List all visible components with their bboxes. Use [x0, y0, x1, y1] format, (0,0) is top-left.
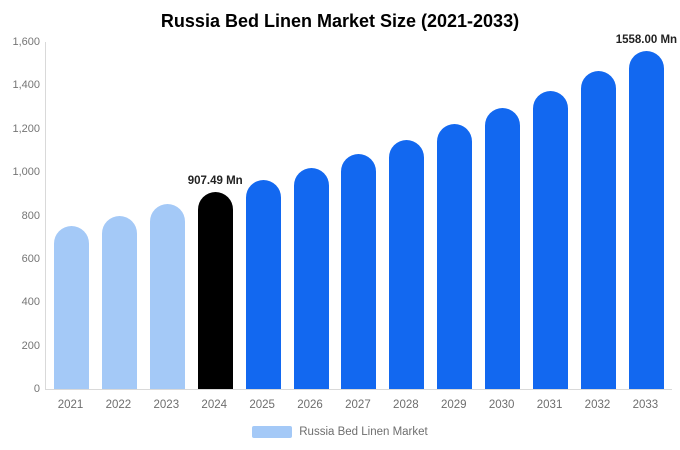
chart-title: Russia Bed Linen Market Size (2021-2033): [160, 11, 520, 31]
bar-2026[interactable]: [293, 167, 329, 389]
x-tick-2028: 2028: [393, 399, 419, 411]
x-tick-2031: 2031: [536, 399, 563, 411]
bar-2027[interactable]: [341, 153, 377, 389]
x-tick-2023: 2023: [153, 399, 180, 411]
x-tick-2026: 2026: [297, 399, 323, 411]
bar-2030[interactable]: [485, 107, 521, 389]
bar-2023[interactable]: [149, 203, 185, 389]
bar-2024[interactable]: 907.49 Mn: [188, 175, 243, 389]
legend-label: Russia Bed Linen Market: [299, 426, 428, 438]
x-tick-2021: 2021: [57, 399, 84, 411]
legend[interactable]: Russia Bed Linen Market: [0, 426, 680, 438]
bar-2022[interactable]: [101, 215, 137, 389]
y-tick-1000: 1,000: [12, 166, 40, 179]
bar-2025[interactable]: [245, 180, 281, 389]
y-tick-800: 800: [21, 209, 40, 222]
bar-2031[interactable]: [533, 90, 569, 389]
y-tick-1600: 1,600: [12, 36, 40, 48]
data-label-2024: 907.49 Mn: [187, 175, 243, 188]
bar-2032[interactable]: [580, 71, 616, 389]
x-axis: 2021 2022 2023 2024 2025 2026 2027 2028 2029 2030…: [45, 399, 671, 411]
bar-2021[interactable]: [54, 226, 89, 389]
x-tick-2029: 2029: [440, 399, 467, 411]
y-tick-600: 600: [21, 252, 40, 265]
x-tick-2024: 2024: [201, 399, 228, 411]
bar-2033[interactable]: 1558.00 Mn: [616, 34, 677, 389]
bar-2028[interactable]: [389, 139, 425, 389]
x-tick-2033: 2033: [632, 399, 659, 411]
x-tick-2025: 2025: [249, 399, 275, 411]
y-tick-400: 400: [21, 296, 40, 309]
y-axis: 0 200 400 600 800 1,000 1,200 1,400 1,600: [0, 36, 40, 395]
y-tick-1200: 1,200: [12, 122, 40, 135]
y-tick-1400: 1,400: [12, 79, 40, 92]
data-label-2033: 1558.00 Mn: [615, 34, 678, 47]
bar-2029[interactable]: [437, 123, 473, 389]
y-tick-0: 0: [33, 383, 40, 395]
y-tick-200: 200: [21, 339, 40, 352]
x-tick-2027: 2027: [345, 399, 371, 411]
bar-series: 907.49 Mn 1558.00 Mn: [46, 34, 677, 389]
legend-swatch: [252, 426, 293, 438]
plot-area: 907.49 Mn 1558.00 Mn: [45, 34, 677, 390]
x-tick-2030: 2030: [488, 399, 515, 411]
x-tick-2022: 2022: [105, 399, 132, 411]
x-tick-2032: 2032: [584, 399, 611, 411]
